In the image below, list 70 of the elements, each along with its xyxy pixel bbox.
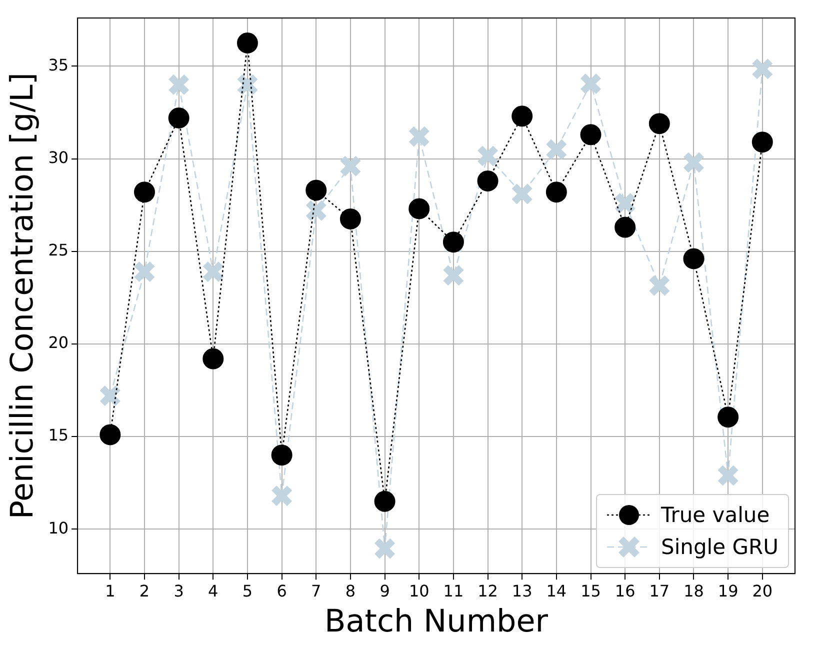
legend-label: True value	[661, 502, 770, 527]
point	[168, 73, 190, 96]
x-tick-label: 10	[408, 581, 430, 600]
point	[408, 198, 430, 220]
point	[408, 125, 430, 148]
point	[270, 484, 294, 508]
y-tick-label: 30	[48, 148, 69, 167]
point	[98, 384, 122, 408]
point	[304, 199, 328, 222]
point	[476, 144, 500, 168]
point	[752, 132, 773, 153]
point	[442, 232, 464, 253]
point	[716, 464, 740, 487]
point	[133, 260, 156, 283]
y-tick-label: 25	[48, 240, 69, 260]
x-tick-label: 4	[208, 581, 218, 600]
point	[648, 274, 671, 297]
x-tick-label: 18	[684, 581, 704, 600]
point	[648, 113, 670, 134]
point	[545, 138, 568, 161]
x-tick-label: 2	[139, 581, 150, 600]
point	[580, 124, 602, 146]
point	[512, 106, 533, 127]
point	[751, 58, 774, 80]
x-tick-label: 17	[649, 581, 670, 600]
point	[134, 182, 155, 203]
point	[546, 182, 567, 203]
point	[374, 490, 396, 512]
point	[510, 182, 534, 206]
point	[682, 151, 706, 174]
point	[168, 108, 190, 129]
x-tick-label: 6	[276, 581, 287, 600]
y-tick-label: 20	[48, 333, 69, 352]
x-tick-label: 5	[242, 581, 253, 600]
x-tick-label: 16	[614, 581, 636, 600]
point	[236, 73, 259, 96]
point	[718, 406, 739, 428]
point	[339, 154, 362, 178]
point	[374, 537, 396, 560]
x-tick-label: 14	[546, 581, 567, 600]
x-tick-label: 20	[752, 581, 773, 600]
point	[614, 216, 636, 238]
y-tick-label: 15	[48, 426, 69, 445]
y-axis-title: Penicillin Concentration [g/L]	[4, 72, 41, 520]
point	[236, 32, 258, 54]
x-tick-label: 15	[580, 581, 601, 600]
point	[477, 170, 498, 192]
legend-label: Single GRU	[661, 534, 778, 559]
y-tick-label: 35	[48, 55, 69, 74]
point	[271, 444, 292, 466]
point	[614, 192, 636, 214]
y-tick-label: 10	[48, 518, 69, 538]
x-tick-label: 13	[512, 581, 532, 600]
x-tick-label: 11	[443, 581, 464, 600]
point	[306, 180, 327, 201]
x-tick-label: 12	[478, 581, 498, 600]
point	[683, 248, 704, 270]
point	[202, 348, 224, 370]
point	[100, 424, 121, 446]
x-tick-label: 19	[718, 581, 738, 600]
x-tick-label: 3	[174, 581, 184, 600]
x-tick-label: 7	[311, 581, 322, 600]
x-tick-label: 1	[105, 581, 116, 600]
x-axis-title: Batch Number	[324, 603, 548, 640]
point	[340, 208, 361, 230]
x-tick-label: 9	[380, 581, 390, 600]
point	[442, 264, 465, 287]
x-tick-label: 8	[345, 581, 356, 600]
point	[202, 260, 224, 283]
point	[579, 72, 602, 96]
